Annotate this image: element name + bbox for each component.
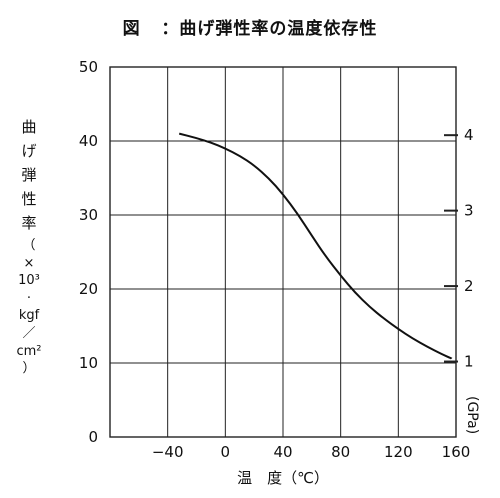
x-axis-label: 温 度（℃） [237,469,329,487]
y-label-unit-part: ） [22,361,36,377]
y-axis-label-left: 曲げ弾性率 （ × 10³ · kgf ／ cm² ） [14,118,44,379]
plot-frame [109,66,457,438]
chart-title: 図 ：曲げ弾性率の温度依存性 [0,14,500,39]
y-label-char: 曲 [21,118,37,136]
y-label-unit-part: （ [22,238,36,253]
y-label-char: 率 [21,214,37,232]
y-label-unit-part: cm² [16,343,42,359]
right-tick-label: 3 [464,202,474,220]
y-label-unit-part: × [23,255,35,271]
y-tick-label: 30 [79,206,98,224]
x-tick-label: 0 [221,443,231,461]
y-axis-label-right: (GPa) [464,396,480,435]
y-label-char: 性 [21,190,37,208]
y-label-char: げ [21,142,37,160]
y-tick-label: 10 [79,354,98,372]
series-line [178,132,453,360]
y-tick-label: 20 [79,280,98,298]
right-tick-label: 4 [464,126,474,144]
y-label-unit-part: ／ [22,325,36,341]
right-tick-label: 1 [464,353,474,371]
x-tick-label: 160 [442,443,471,461]
y-label-char: 弾 [21,166,37,184]
right-tick-label: 2 [464,277,474,295]
x-tick-label: −40 [152,443,184,461]
y-label-unit-part: kgf [18,308,40,324]
y-tick-label: 40 [79,132,98,150]
title-prefix: 図 [122,19,141,39]
x-tick-label: 120 [384,443,413,461]
y-tick-label: 50 [79,58,98,76]
y-tick-label: 0 [88,428,98,446]
x-tick-label: 80 [331,443,350,461]
title-text: ：曲げ弾性率の温度依存性 [161,19,378,39]
y-label-unit-part: · [26,290,32,306]
x-tick-label: 40 [273,443,292,461]
y-label-unit-part: 10³ [18,273,40,289]
